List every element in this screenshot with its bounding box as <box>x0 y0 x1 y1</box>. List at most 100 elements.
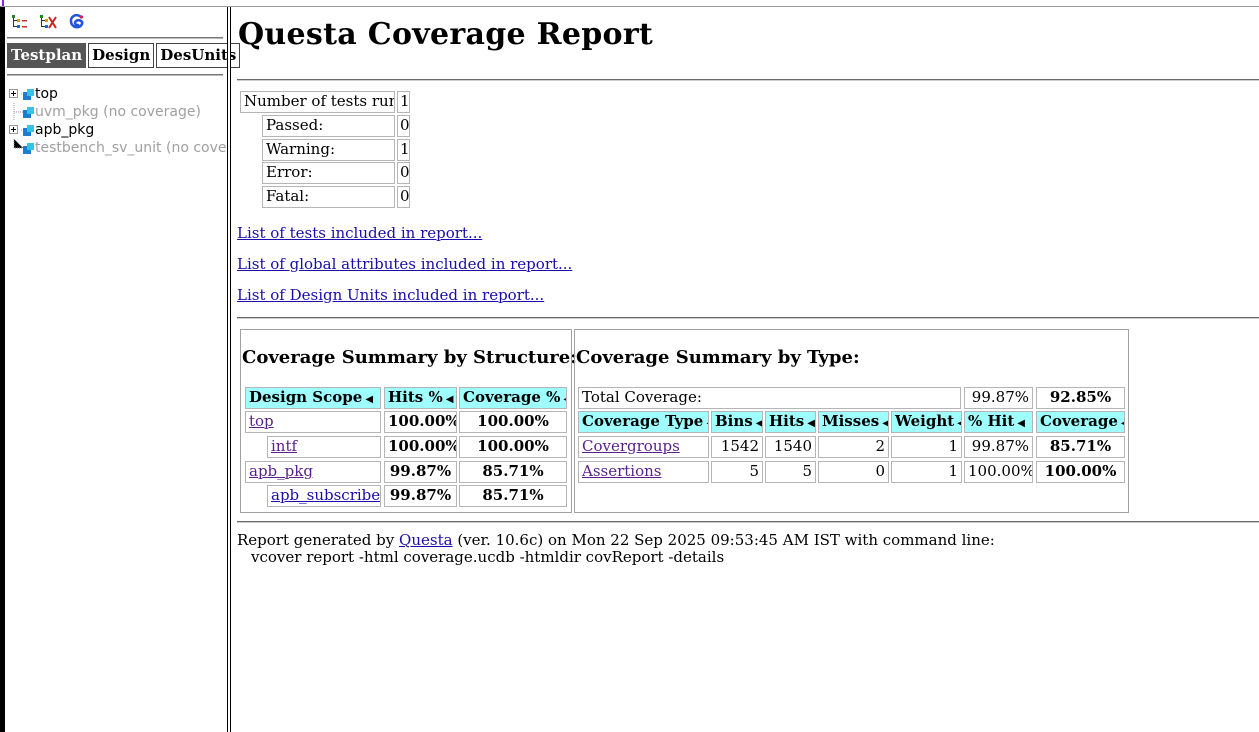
scope-link-apb-subscriber[interactable]: apb_subscriber <box>271 486 381 504</box>
scope-link-top[interactable]: top <box>249 412 274 430</box>
fatal-label: Fatal: <box>262 186 395 208</box>
passed-value: 0 <box>397 115 410 137</box>
tree-item-testbench-sv-unit[interactable]: testbench_sv_unit (no coverage) <box>5 139 227 157</box>
sort-arrow-icon: ◀ <box>706 418 708 429</box>
table-row: top <box>245 411 381 433</box>
hits-cell: 5 <box>765 461 816 483</box>
sort-arrow-icon: ◀ <box>1017 418 1025 429</box>
coverage-cell: 85.71% <box>1036 436 1125 458</box>
tab-design[interactable]: Design <box>88 43 155 68</box>
hits-cell: 100.00% <box>384 411 457 433</box>
tree-connector <box>13 103 23 121</box>
sort-arrow-icon: ◀ <box>1121 418 1124 429</box>
global-attributes-link[interactable]: List of global attributes included in re… <box>237 255 573 273</box>
table-row: Covergroups <box>578 436 709 458</box>
column-header-coverage[interactable]: Coverage %◀ <box>459 387 567 409</box>
tests-run-value: 1 <box>397 91 410 113</box>
column-header-coverage[interactable]: Coverage◀ <box>1036 411 1125 433</box>
tree-item-label: uvm_pkg (no coverage) <box>35 104 201 120</box>
column-header-bins[interactable]: Bins ◀ <box>711 411 763 433</box>
coverage-cell: 100.00% <box>459 411 567 433</box>
questa-link[interactable]: Questa <box>399 531 453 549</box>
type-summary-title: Coverage Summary by Type: <box>576 347 860 368</box>
coverage-square-icon <box>23 107 34 118</box>
tree-collapse-icon[interactable] <box>39 13 57 31</box>
warning-label: Warning: <box>262 139 395 161</box>
column-header-design-scope[interactable]: Design Scope ◀ <box>245 387 381 409</box>
column-header-hits[interactable]: Hits ◀ <box>765 411 816 433</box>
divider <box>237 521 1259 523</box>
total-coverage-value: 92.85% <box>1036 387 1125 409</box>
generated-by-line: Report generated by Questa (ver. 10.6c) … <box>237 531 995 549</box>
tree-item-apb-pkg[interactable]: apb_pkg <box>5 121 227 139</box>
misses-cell: 2 <box>818 436 889 458</box>
sort-arrow-icon: ◀ <box>365 394 374 405</box>
assertions-link[interactable]: Assertions <box>582 462 662 480</box>
table-row: intf <box>267 436 381 458</box>
column-header-coverage-type[interactable]: Coverage Type◀ <box>578 411 709 433</box>
percent-hit-cell: 99.87% <box>964 436 1033 458</box>
column-header-percent-hit[interactable]: % Hit ◀ <box>964 411 1033 433</box>
coverage-cell: 85.71% <box>459 461 567 483</box>
tabs-divider <box>7 74 223 76</box>
coverage-square-icon <box>23 125 34 136</box>
scope-link-intf[interactable]: intf <box>271 437 298 455</box>
column-header-misses[interactable]: Misses◀ <box>818 411 889 433</box>
scope-link-apb-pkg[interactable]: apb_pkg <box>249 462 313 480</box>
tests-run-label: Number of tests run: <box>240 91 395 113</box>
column-header-weight[interactable]: Weight◀ <box>891 411 962 433</box>
table-row: Assertions <box>578 461 709 483</box>
sort-arrow-icon: ◀ <box>807 418 815 429</box>
sort-arrow-icon: ◀ <box>755 418 763 429</box>
tree-connector <box>13 139 23 149</box>
design-tree: top uvm_pkg (no coverage) apb_pkg testbe… <box>5 85 227 157</box>
tree-item-uvm-pkg[interactable]: uvm_pkg (no coverage) <box>5 103 227 121</box>
design-units-link[interactable]: List of Design Units included in report.… <box>237 286 545 304</box>
sidebar-toolbar <box>5 7 227 37</box>
tree-expand-icon[interactable] <box>11 13 29 31</box>
questa-logo-icon[interactable] <box>67 13 85 31</box>
window-left-edge <box>0 7 5 732</box>
tree-item-top[interactable]: top <box>5 85 227 103</box>
bins-cell: 5 <box>711 461 763 483</box>
fatal-value: 0 <box>397 186 410 208</box>
structure-summary-panel <box>240 329 572 513</box>
sort-arrow-icon: ◀ <box>957 418 961 429</box>
weight-cell: 1 <box>891 461 962 483</box>
warning-value: 1 <box>397 139 410 161</box>
tree-item-label: top <box>35 86 58 102</box>
tests-list-link[interactable]: List of tests included in report... <box>237 224 483 242</box>
coverage-cell: 85.71% <box>459 485 567 507</box>
weight-cell: 1 <box>891 436 962 458</box>
error-label: Error: <box>262 162 395 184</box>
coverage-square-icon <box>23 143 34 154</box>
sidebar: Testplan Design DesUnits top uvm_pkg (no… <box>5 7 241 732</box>
bins-cell: 1542 <box>711 436 763 458</box>
tree-item-label: testbench_sv_unit (no coverage) <box>35 140 227 156</box>
sort-arrow-icon: ◀ <box>563 394 566 405</box>
tab-testplan[interactable]: Testplan <box>7 43 87 68</box>
hits-cell: 1540 <box>765 436 816 458</box>
divider <box>237 79 1259 81</box>
report-pane: Questa Coverage Report Number of tests r… <box>231 7 1259 732</box>
table-row: apb_subscriber <box>267 485 381 507</box>
page-title: Questa Coverage Report <box>238 17 654 52</box>
pane-splitter[interactable] <box>227 7 231 732</box>
hits-cell: 100.00% <box>384 436 457 458</box>
percent-hit-cell: 100.00% <box>964 461 1033 483</box>
coverage-cell: 100.00% <box>459 436 567 458</box>
passed-label: Passed: <box>262 115 395 137</box>
expand-plus-icon[interactable] <box>9 125 18 134</box>
hits-cell: 99.87% <box>384 461 457 483</box>
column-header-hits[interactable]: Hits % ◀ <box>384 387 457 409</box>
type-summary-panel <box>574 329 1129 513</box>
tree-item-label: apb_pkg <box>35 122 95 138</box>
structure-summary-title: Coverage Summary by Structure: <box>242 347 577 368</box>
sort-arrow-icon: ◀ <box>445 394 454 405</box>
window-top-border <box>0 0 1259 7</box>
covergroups-link[interactable]: Covergroups <box>582 437 680 455</box>
coverage-cell: 100.00% <box>1036 461 1125 483</box>
tab-desunits[interactable]: DesUnits <box>156 43 241 68</box>
expand-plus-icon[interactable] <box>9 89 18 98</box>
misses-cell: 0 <box>818 461 889 483</box>
